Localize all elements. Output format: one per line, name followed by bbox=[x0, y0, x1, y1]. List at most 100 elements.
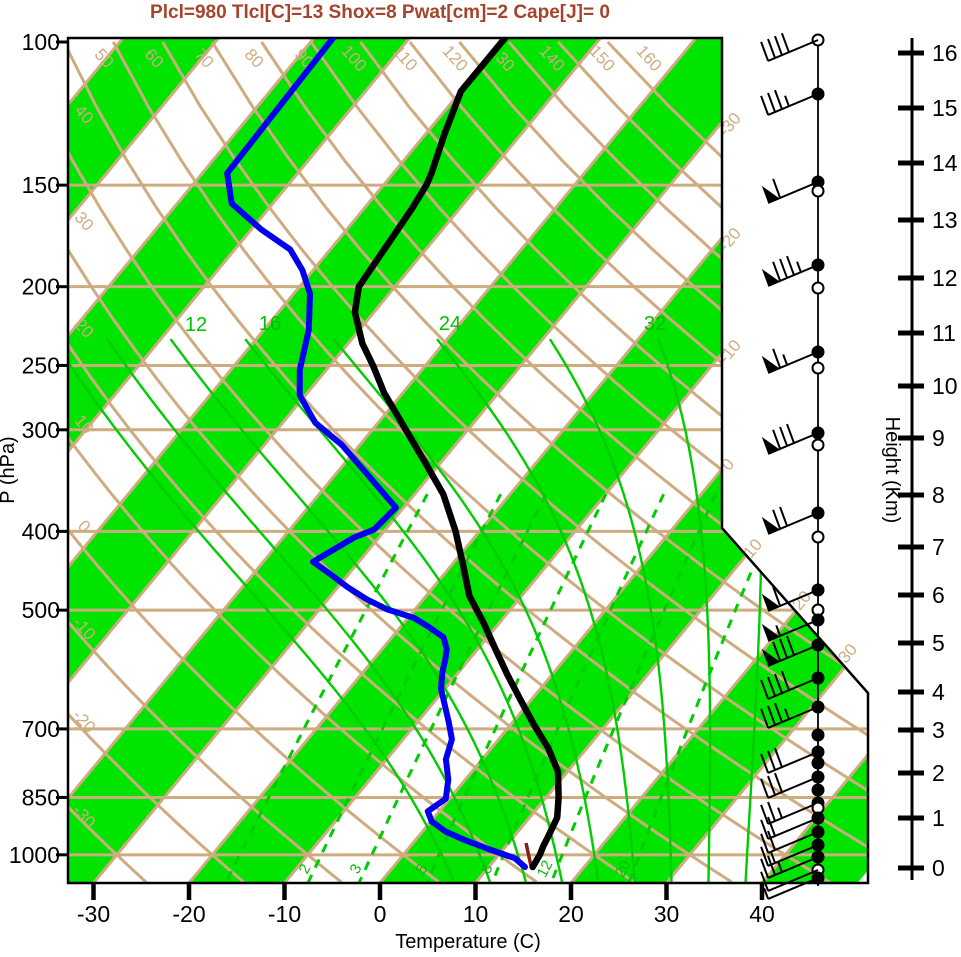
barb-full bbox=[780, 32, 790, 53]
barb-full bbox=[767, 775, 776, 796]
barb-full bbox=[760, 846, 770, 867]
wind-barb bbox=[760, 700, 825, 729]
mixing-ratio-line bbox=[490, 493, 665, 883]
temperature-tick-label: 20 bbox=[558, 901, 584, 927]
station-circle bbox=[811, 184, 825, 198]
moist-adiabat bbox=[68, 338, 456, 883]
pressure-tick-label: 150 bbox=[22, 172, 60, 198]
wind-barb bbox=[761, 635, 825, 667]
barb-full bbox=[786, 635, 795, 656]
wind-barb bbox=[760, 32, 825, 62]
barb-full bbox=[779, 638, 788, 659]
pressure-axis-title: P (hPa) bbox=[0, 436, 19, 503]
pressure-tick-label: 200 bbox=[22, 274, 60, 300]
barb-half bbox=[784, 708, 790, 720]
barb-full bbox=[779, 506, 788, 527]
dry-adiabat bbox=[68, 41, 868, 883]
dry-adiabat bbox=[309, 41, 868, 883]
barb-shaft bbox=[767, 802, 819, 825]
station-dot bbox=[811, 783, 825, 797]
pressure-tick-label: 700 bbox=[22, 716, 60, 742]
barb-half bbox=[775, 625, 782, 637]
station-circle bbox=[811, 281, 825, 295]
barb-full bbox=[774, 702, 783, 723]
moist-adiabat-label: 32 bbox=[644, 313, 666, 335]
height-tick-label: 10 bbox=[932, 373, 958, 399]
barb-pennant bbox=[761, 185, 780, 203]
barb-shaft bbox=[767, 589, 819, 612]
wind-barb bbox=[811, 438, 825, 452]
barb-shaft bbox=[767, 644, 819, 667]
wind-barb bbox=[760, 745, 825, 774]
moist-adiabat bbox=[332, 338, 600, 883]
wind-barb bbox=[811, 783, 825, 797]
mixing-ratio-line bbox=[307, 493, 503, 883]
dry-adiabat-label: 120 bbox=[439, 41, 472, 75]
barb-full bbox=[772, 348, 782, 369]
temperature-tick-label: 0 bbox=[374, 901, 387, 927]
barb-pennant bbox=[761, 623, 780, 641]
barb-full bbox=[767, 855, 776, 876]
height-tick-label: 16 bbox=[932, 40, 958, 66]
station-circle bbox=[811, 361, 825, 375]
barb-full bbox=[767, 38, 776, 59]
barb-half bbox=[777, 807, 783, 819]
mixing-ratio-label: 20 bbox=[612, 858, 635, 881]
dry-adiabat bbox=[68, 41, 831, 883]
temperature-axis: -30 -20 -10 0 10 20 30 40 Temperature (C) bbox=[77, 884, 775, 953]
pressure-tick-label: 100 bbox=[22, 29, 60, 55]
wind-barb bbox=[760, 770, 825, 799]
barb-pennant bbox=[761, 516, 780, 534]
isotherm-band bbox=[68, 38, 410, 883]
barb-shaft bbox=[767, 751, 819, 774]
temperature-curve bbox=[351, 38, 562, 871]
moist-adiabat-label: 12 bbox=[185, 314, 207, 336]
mixing-ratio-label: 12 bbox=[534, 858, 557, 881]
isotherm-line bbox=[665, 38, 868, 883]
barb-half bbox=[784, 95, 790, 107]
barb-pennant bbox=[761, 593, 780, 611]
barb-shaft bbox=[767, 677, 819, 700]
isotherm-line bbox=[68, 38, 316, 883]
mixing-ratio-line bbox=[627, 493, 786, 883]
dry-adiabat bbox=[68, 41, 538, 883]
height-tick-label: 15 bbox=[932, 95, 958, 121]
barb-full bbox=[767, 830, 776, 851]
temperature-axis-title: Temperature (C) bbox=[395, 931, 541, 953]
wind-barb bbox=[761, 506, 825, 535]
temperature-tick-label: 10 bbox=[463, 901, 489, 927]
barb-full bbox=[786, 255, 795, 276]
barb-pennant bbox=[761, 268, 780, 286]
barb-full bbox=[772, 641, 782, 662]
barb-half bbox=[763, 888, 770, 900]
station-dot bbox=[811, 756, 825, 770]
dry-adiabat-label: 0 bbox=[74, 516, 94, 536]
barb-full bbox=[779, 426, 788, 447]
wind-barb bbox=[761, 345, 825, 374]
barb-shaft bbox=[767, 39, 819, 62]
barb-full bbox=[772, 261, 782, 282]
wind-barb bbox=[761, 255, 825, 287]
wind-barb bbox=[761, 613, 825, 642]
station-dot bbox=[811, 728, 825, 742]
temperature-tick-label: -20 bbox=[172, 901, 205, 927]
wind-barb bbox=[760, 838, 825, 867]
dry-adiabat-label: -20 bbox=[69, 706, 100, 737]
barb-full bbox=[780, 670, 790, 691]
dry-adiabat bbox=[359, 41, 868, 883]
barb-full bbox=[786, 423, 795, 444]
station-circle bbox=[811, 530, 825, 544]
mixing-ratio-line bbox=[358, 493, 548, 883]
isotherm-line bbox=[68, 38, 602, 883]
temperature-tick-label: -10 bbox=[268, 901, 301, 927]
wind-barb bbox=[763, 871, 825, 900]
wind-barb bbox=[761, 583, 825, 612]
barb-full bbox=[767, 750, 776, 771]
height-tick-label: 7 bbox=[932, 534, 945, 560]
barb-full bbox=[772, 429, 782, 450]
barb-full bbox=[760, 833, 770, 854]
barb-full bbox=[760, 679, 770, 700]
plot-border bbox=[66, 36, 870, 885]
height-tick-label: 14 bbox=[932, 150, 958, 176]
